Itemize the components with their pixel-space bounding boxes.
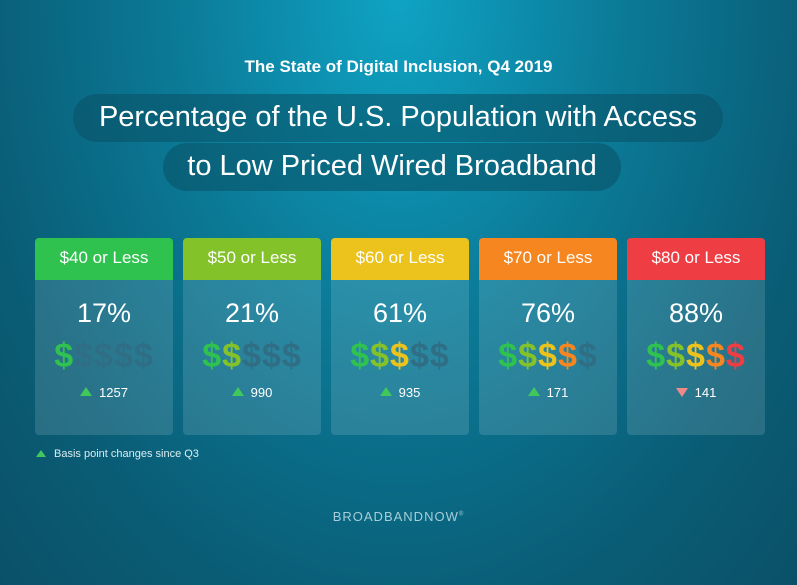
triangle-up-icon <box>80 387 93 397</box>
category-label: $50 or Less <box>183 238 321 280</box>
category-label: $60 or Less <box>331 238 469 280</box>
dollar-sign-rating: $$$$$ <box>331 336 469 380</box>
triangle-up-icon <box>379 387 392 397</box>
dollar-icon-active: $ <box>705 337 726 375</box>
dollar-icon-inactive: $ <box>74 337 95 375</box>
dollar-icon-active: $ <box>518 337 539 375</box>
price-tier-card: $80 or Less 88% $$$$$ 141 <box>627 238 765 435</box>
value-label: 88% <box>668 298 724 328</box>
subtitle: The State of Digital Inclusion, Q4 2019 <box>244 57 553 76</box>
chart-title-line-1: Percentage of the U.S. Population with A… <box>73 94 723 142</box>
brand-text: BROADBANDNOW <box>332 509 459 524</box>
change-indicator: 141 <box>627 384 765 402</box>
change-value: 935 <box>398 385 421 400</box>
triangle-down-icon <box>675 388 688 398</box>
change-indicator: 171 <box>479 384 617 402</box>
triangle-up-icon <box>231 387 244 397</box>
dollar-icon-inactive: $ <box>113 337 134 375</box>
dollar-icon-inactive: $ <box>94 337 114 375</box>
value-label: 17% <box>76 298 132 328</box>
value-label: 76% <box>520 298 576 328</box>
change-value: 141 <box>694 385 717 400</box>
price-tier-card: $50 or Less 21% $$$$$ 990 <box>183 238 321 435</box>
dollar-icon-active: $ <box>646 337 667 375</box>
dollar-sign-rating: $$$$$ <box>479 336 617 380</box>
brand-logo: BROADBANDNOW® <box>0 509 797 524</box>
dollar-icon-inactive: $ <box>242 337 262 375</box>
dollar-icon-active: $ <box>557 337 578 375</box>
change-indicator: 990 <box>183 384 321 402</box>
price-tier-card: $60 or Less 61% $$$$$ 935 <box>331 238 469 435</box>
dollar-icon-active: $ <box>666 337 687 375</box>
category-label: $70 or Less <box>479 238 617 280</box>
change-value: 171 <box>546 385 569 400</box>
footnote: Basis point changes since Q3 <box>36 448 199 460</box>
change-value: 1257 <box>99 385 128 400</box>
value-label: 61% <box>372 298 428 328</box>
triangle-up-icon <box>36 449 46 457</box>
dollar-icon-inactive: $ <box>133 337 154 375</box>
dollar-icon-active: $ <box>350 337 371 375</box>
price-tier-card: $40 or Less 17% $$$$$ 1257 <box>35 238 173 435</box>
change-indicator: 1257 <box>35 384 173 402</box>
dollar-sign-rating: $$$$$ <box>35 336 173 380</box>
change-indicator: 935 <box>331 384 469 402</box>
dollar-icon-inactive: $ <box>261 337 282 375</box>
dollar-icon-active: $ <box>686 337 706 375</box>
dollar-icon-inactive: $ <box>577 337 598 375</box>
dollar-icon-active: $ <box>54 337 75 375</box>
dollar-icon-active: $ <box>370 337 391 375</box>
value-label: 21% <box>224 298 280 328</box>
brand-mark: ® <box>458 511 465 518</box>
dollar-icon-inactive: $ <box>281 337 302 375</box>
change-value: 990 <box>250 385 273 400</box>
triangle-up-icon <box>527 387 540 397</box>
category-label: $80 or Less <box>627 238 765 280</box>
dollar-icon-active: $ <box>202 337 223 375</box>
chart-title-line-2: to Low Priced Wired Broadband <box>163 143 621 191</box>
category-label: $40 or Less <box>35 238 173 280</box>
price-tier-card: $70 or Less 76% $$$$$ 171 <box>479 238 617 435</box>
dollar-icon-inactive: $ <box>429 337 450 375</box>
dollar-sign-rating: $$$$$ <box>183 336 321 380</box>
dollar-sign-rating: $$$$$ <box>627 336 765 380</box>
dollar-icon-active: $ <box>498 337 519 375</box>
dollar-icon-active: $ <box>222 337 243 375</box>
footnote-text: Basis point changes since Q3 <box>54 448 199 460</box>
dollar-icon-active: $ <box>390 337 410 375</box>
dollar-icon-inactive: $ <box>409 337 430 375</box>
dollar-icon-active: $ <box>538 337 558 375</box>
dollar-icon-active: $ <box>725 337 746 375</box>
